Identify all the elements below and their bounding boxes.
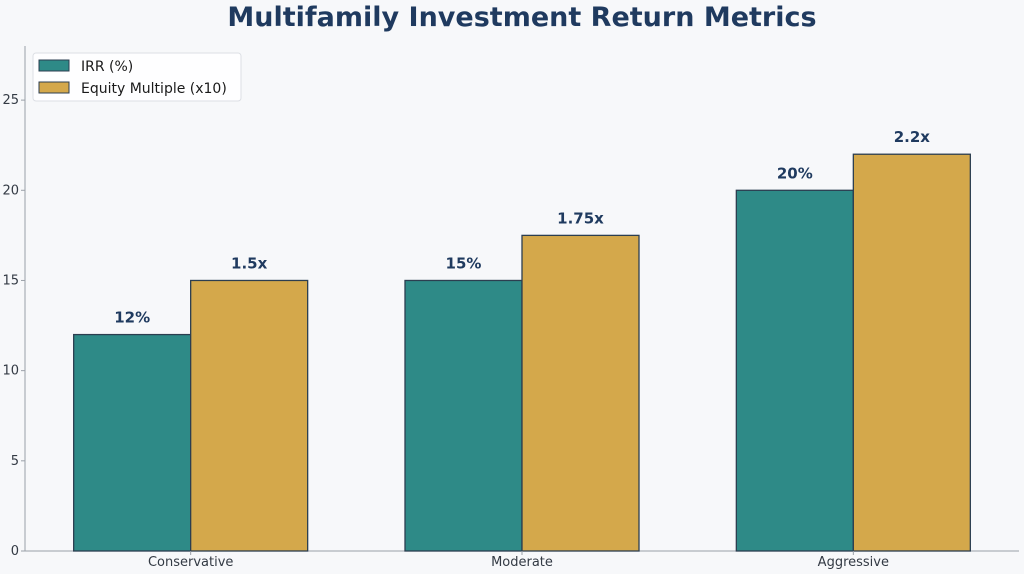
y-tick-label: 20 bbox=[2, 183, 19, 198]
bar-value-label: 2.2x bbox=[894, 128, 931, 146]
bar-value-label: 1.5x bbox=[231, 254, 268, 272]
y-tick-label: 5 bbox=[11, 454, 19, 469]
x-tick-label: Aggressive bbox=[818, 555, 889, 570]
y-tick-label: 0 bbox=[11, 544, 19, 559]
legend-label: IRR (%) bbox=[81, 59, 133, 75]
y-tick-label: 15 bbox=[2, 273, 19, 288]
bar-irr-aggressive bbox=[735, 189, 854, 552]
bar-value-label: 20% bbox=[777, 164, 813, 182]
legend: IRR (%) Equity Multiple (x10) bbox=[32, 52, 242, 102]
bar-equity-multiple-moderate bbox=[521, 234, 640, 552]
legend-box bbox=[32, 52, 242, 102]
bar-value-label: 1.75x bbox=[557, 209, 604, 227]
bar-value-label: 12% bbox=[114, 309, 150, 327]
bar-equity-multiple-aggressive bbox=[852, 153, 971, 552]
bar-irr-conservative bbox=[73, 333, 192, 552]
y-tick-label: 25 bbox=[2, 93, 19, 108]
x-tick-label: Moderate bbox=[491, 555, 553, 570]
legend-swatch-equity-multiple bbox=[38, 81, 70, 94]
bar-irr-moderate bbox=[404, 279, 523, 552]
plot-area: 0 5 10 15 20 25 12% 1.5x Conservative 15% 1.75x Mod… bbox=[2, 46, 1019, 570]
x-tick-label: Conservative bbox=[148, 555, 233, 570]
legend-label: Equity Multiple (x10) bbox=[81, 81, 227, 97]
legend-swatch-irr bbox=[38, 59, 70, 72]
bar-value-label: 15% bbox=[446, 254, 482, 272]
bar-equity-multiple-conservative bbox=[190, 279, 309, 552]
y-tick-label: 10 bbox=[2, 364, 19, 379]
chart-title: Multifamily Investment Return Metrics bbox=[227, 2, 816, 33]
